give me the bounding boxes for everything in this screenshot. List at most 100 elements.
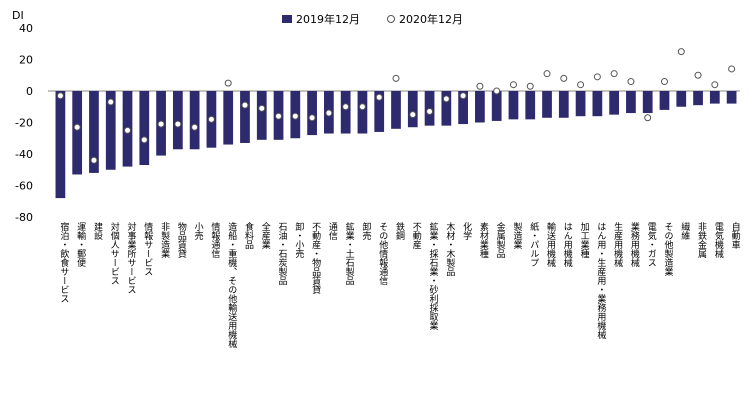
bar-2019	[55, 91, 66, 199]
bar-2019	[542, 91, 552, 118]
marker-2020	[677, 48, 685, 56]
bar-2019	[626, 91, 636, 114]
bar-2019	[223, 91, 234, 145]
bar-2019	[307, 91, 317, 136]
bar-2019	[72, 91, 83, 175]
marker-2020	[459, 92, 467, 100]
y-tick-label: 0	[26, 85, 33, 98]
category-labels: 宿泊・飲食サービス 運輸・郵便 建設 対個人サービス 対事業所サービス 情報サービス 非製造…	[58, 221, 740, 349]
category-label: 非鉄金属	[696, 221, 707, 259]
category-label: 対事業所サービス	[126, 221, 137, 294]
marker-2020	[207, 115, 215, 123]
marker-2020	[241, 101, 249, 109]
marker-2020	[577, 81, 585, 89]
bar-2019	[475, 91, 485, 123]
category-label: 運輸・郵便	[75, 222, 86, 268]
marker-2020	[694, 71, 702, 79]
y-axis-ticks: 40 20 0 -20 -40 -60 -80	[15, 22, 33, 224]
bar-2019	[558, 91, 569, 118]
bar-2019	[172, 91, 183, 150]
category-label: 宿泊・飲食サービス	[58, 221, 69, 303]
marker-2020	[56, 92, 64, 100]
bar-2019	[441, 91, 452, 126]
category-label: 通信	[327, 222, 338, 241]
category-label: 電気・ガス	[646, 222, 657, 267]
category-label: 金属製品	[495, 221, 506, 259]
marker-2020	[358, 103, 366, 111]
category-label: 鉱業・土石製品	[344, 221, 355, 286]
category-label: 製造業	[511, 221, 522, 250]
marker-2020	[543, 70, 551, 78]
marker-2020	[560, 74, 568, 82]
marker-2020	[90, 156, 98, 164]
y-tick-label: -60	[15, 180, 33, 193]
bar-2019	[592, 91, 603, 117]
legend: 2019年12月 2020年12月	[282, 12, 463, 26]
category-label: 石油・石炭製品	[277, 222, 288, 286]
bar-2019	[726, 91, 737, 104]
category-label: 小売	[193, 222, 204, 241]
y-tick-label: 40	[19, 22, 33, 35]
legend-label-2019: 2019年12月	[296, 12, 360, 26]
category-label: 紙・パルプ	[528, 221, 539, 267]
bar-2019	[642, 91, 653, 114]
marker-series-2020	[56, 48, 736, 164]
marker-2020	[660, 78, 668, 86]
bar-2019	[458, 91, 468, 125]
y-tick-label: -40	[15, 148, 33, 161]
marker-2020	[375, 93, 383, 101]
category-label: はん用・生産用・業務用機械	[595, 222, 606, 340]
marker-2020	[409, 111, 417, 119]
category-label: 非製造業	[159, 221, 170, 259]
marker-2020	[325, 109, 333, 117]
category-label: 卸売	[360, 221, 371, 241]
bar-series-2019	[55, 91, 737, 199]
marker-2020	[191, 123, 199, 131]
category-label: 電気機械	[713, 222, 724, 259]
category-label: 造船・重機、その他輸送用機械	[226, 221, 237, 349]
bar-2019	[340, 91, 351, 134]
y-tick-label: -80	[15, 211, 33, 224]
category-label: 物品賃貸	[176, 221, 187, 259]
bar-2019	[508, 91, 519, 120]
bar-2019	[659, 91, 670, 110]
legend-swatch-2019	[282, 15, 292, 23]
category-label: 木材・木製品	[444, 221, 455, 277]
marker-2020	[526, 82, 534, 90]
marker-2020	[275, 112, 283, 120]
y-tick-label: -20	[15, 117, 33, 130]
y-tick-label: 20	[19, 54, 33, 67]
bar-2019	[139, 91, 150, 166]
bar-2019	[609, 91, 620, 115]
bar-2019	[256, 91, 267, 140]
marker-2020	[476, 82, 484, 90]
bar-2019	[240, 91, 250, 143]
category-label: その他情報通信	[377, 222, 388, 286]
marker-2020	[291, 112, 299, 120]
category-label: 化学	[461, 221, 472, 240]
category-label: 不動産・物品賃貸	[310, 222, 321, 295]
category-label: 建設	[92, 221, 103, 241]
category-label: 業務用機械	[629, 221, 640, 268]
category-label: 生産用機械	[612, 221, 623, 268]
category-label: 情報サービス	[142, 221, 153, 276]
category-label: 全産業	[260, 221, 271, 250]
category-label: 卸・小売	[293, 221, 304, 259]
category-label: 対個人サービス	[109, 221, 120, 285]
marker-2020	[627, 78, 635, 86]
category-label: 繊維	[679, 221, 690, 241]
bar-2019	[676, 91, 687, 107]
marker-2020	[258, 104, 266, 112]
category-label: その他製造業	[662, 222, 673, 277]
category-label: 鉄鋼	[394, 221, 405, 241]
bar-2019	[374, 91, 385, 132]
category-label: 素材業種	[478, 221, 489, 259]
category-label: 鉱業・採石業・砂利採取業	[428, 221, 439, 331]
y-axis-title: DI	[12, 9, 24, 22]
bar-2019	[357, 91, 368, 134]
marker-2020	[107, 98, 115, 106]
marker-2020	[644, 114, 652, 122]
category-label: 輸送用機械	[545, 221, 556, 268]
marker-2020	[124, 126, 132, 134]
